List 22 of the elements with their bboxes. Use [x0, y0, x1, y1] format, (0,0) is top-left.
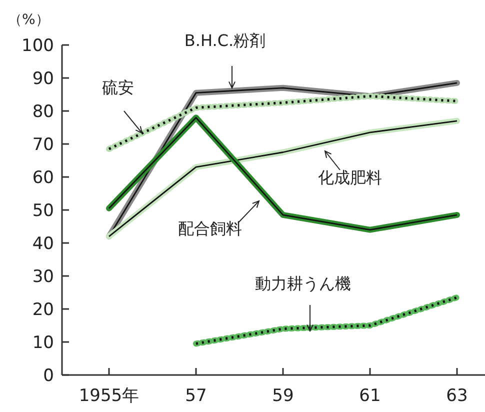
- x-tick-label: 57: [185, 386, 207, 406]
- x-tick-label: 1955年: [78, 386, 140, 406]
- text: B.H.C.粉剤: [184, 31, 266, 50]
- y-tick-label: 60: [32, 168, 54, 188]
- y-tick-label: 10: [32, 333, 54, 353]
- y-tick-label: 70: [32, 135, 54, 155]
- y-axis-title: （%）: [8, 12, 50, 28]
- y-tick-label: 0: [43, 366, 54, 386]
- x-tick-label: 63: [446, 386, 468, 406]
- y-tick-label: 80: [32, 102, 54, 122]
- y-tick-label: 40: [32, 234, 54, 254]
- series-label: 化成肥料: [318, 168, 382, 187]
- text: 配合飼料: [178, 219, 242, 238]
- text: 動力耕うん機: [255, 274, 351, 293]
- x-tick-label: 61: [359, 386, 381, 406]
- y-tick-label: 30: [32, 267, 54, 287]
- x-tick-label: 59: [272, 386, 294, 406]
- y-tick-label: 50: [32, 201, 54, 221]
- y-tick-label: 100: [22, 36, 54, 56]
- y-tick-label: 20: [32, 300, 54, 320]
- y-tick-label: 90: [32, 69, 54, 89]
- text: 硫安: [102, 78, 134, 97]
